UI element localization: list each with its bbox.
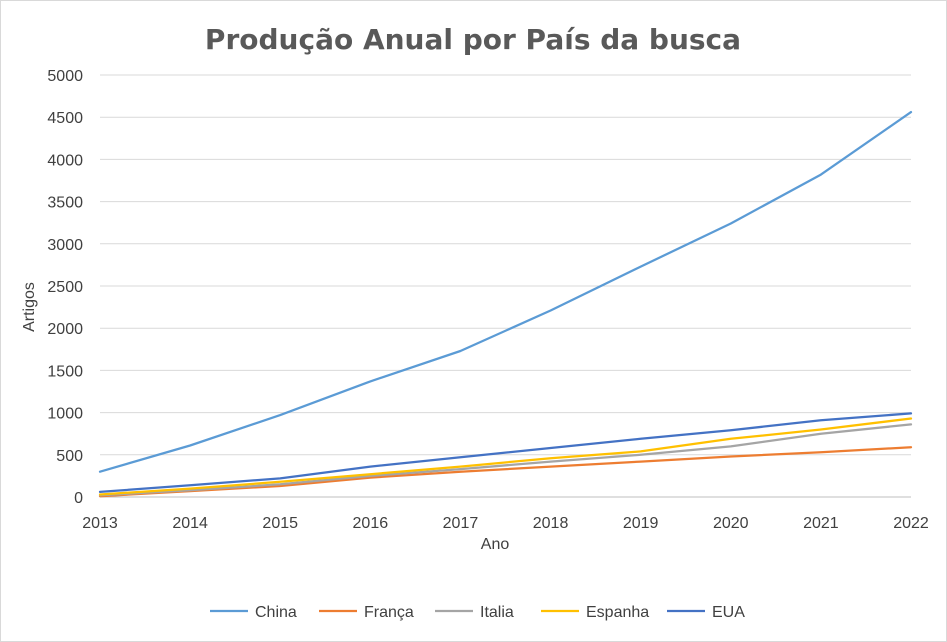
y-tick-label: 0 (74, 490, 83, 507)
legend-item: China (210, 604, 297, 621)
x-tick-label: 2016 (353, 515, 389, 532)
y-tick-labels: 0 500 1000 1500 2000 2500 3000 3500 4000 4500 5000 (47, 68, 83, 507)
x-tick-label: 2021 (803, 515, 839, 532)
series-lines (98, 110, 913, 498)
legend-item: França (319, 604, 414, 621)
y-tick-label: 1000 (47, 406, 83, 423)
legend-item: EUA (667, 604, 745, 621)
y-tick-label: 4000 (47, 152, 83, 169)
series-line-frança (98, 446, 913, 498)
x-axis-label: Ano (481, 536, 510, 553)
x-tick-labels: 2013 2014 2015 2016 2017 2018 2019 2020 2021 2022 (82, 515, 929, 532)
legend: China França Italia Espanha EUA (210, 604, 745, 621)
x-tick-label: 2019 (623, 515, 659, 532)
y-tick-label: 5000 (47, 68, 83, 85)
x-tick-label: 2013 (82, 515, 118, 532)
x-tick-label: 2014 (172, 515, 208, 532)
y-tick-label: 1500 (47, 363, 83, 380)
x-tick-label: 2015 (262, 515, 298, 532)
x-tick-label: 2022 (893, 515, 929, 532)
legend-item: Espanha (541, 604, 649, 621)
grid (100, 74, 911, 498)
y-tick-label: 3000 (47, 237, 83, 254)
y-tick-label: 2000 (47, 321, 83, 338)
x-tick-label: 2020 (713, 515, 749, 532)
series-line-italia (98, 423, 913, 497)
legend-label: Italia (480, 604, 514, 621)
y-tick-label: 3500 (47, 195, 83, 212)
y-axis-label: Artigos (21, 282, 38, 332)
series-line-china (98, 110, 913, 473)
legend-label: China (255, 604, 297, 621)
y-tick-label: 500 (56, 448, 83, 465)
x-tick-label: 2018 (533, 515, 569, 532)
legend-label: EUA (712, 604, 745, 621)
legend-item: Italia (435, 604, 514, 621)
legend-label: Espanha (586, 604, 649, 621)
chart-title: Produção Anual por País da busca (205, 23, 741, 56)
y-tick-label: 4500 (47, 110, 83, 127)
series-line-eua (98, 412, 913, 494)
series-line-espanha (98, 417, 913, 496)
x-tick-label: 2017 (443, 515, 479, 532)
y-tick-label: 2500 (47, 279, 83, 296)
legend-label: França (364, 604, 414, 621)
